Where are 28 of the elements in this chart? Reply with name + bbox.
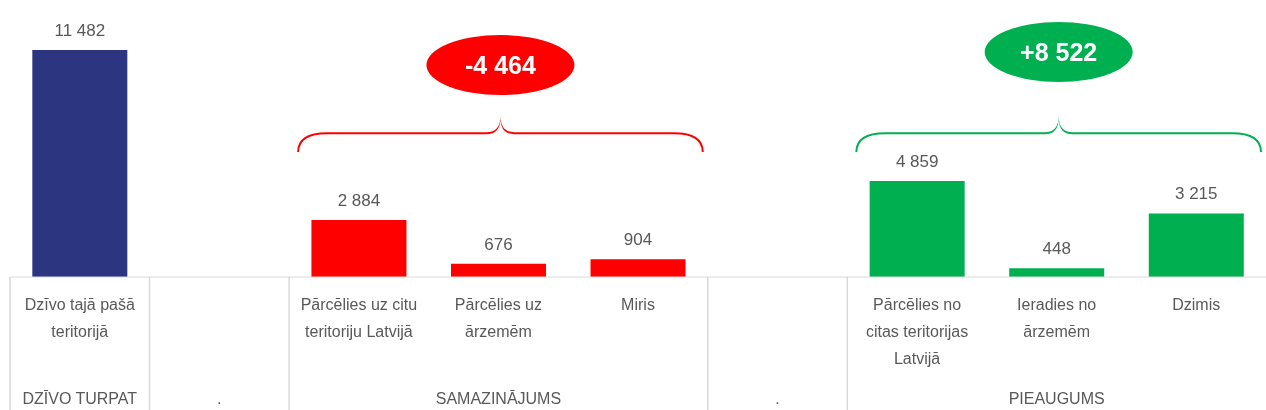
annotation: +8 522 — [1020, 38, 1098, 66]
x-tick-label: Pārcēlies uz ārzemēm — [453, 295, 543, 342]
x-tick-label: Miris — [620, 295, 656, 315]
data-label: 2 884 — [337, 190, 381, 210]
data-label: 11 482 — [54, 21, 106, 40]
bar — [32, 50, 128, 277]
bar — [451, 263, 546, 277]
text: DZĪVO TURPAT — [22, 390, 138, 407]
text: . — [217, 390, 222, 407]
data-label: 4 859 — [895, 151, 939, 171]
text: PIEAUGUMS — [1008, 390, 1105, 407]
x-tick-label: Pārcēlies uz citu teritoriju Latvijā — [299, 295, 419, 342]
data-label: 904 — [623, 230, 653, 250]
bar — [311, 219, 407, 277]
bar — [590, 259, 686, 277]
x-tick-label: Pārcēlies no citas teritorijas Latvijā — [864, 295, 970, 369]
data-label: 3 215 — [1175, 184, 1218, 204]
data-label: 448 — [1042, 239, 1071, 259]
data-label: 676 — [484, 234, 513, 254]
bar — [869, 180, 965, 277]
x-tick-label: Ieradies no ārzemēm — [1016, 295, 1098, 342]
text: SAMAZINĀJUMS — [435, 390, 562, 407]
text: . — [775, 390, 780, 407]
bar — [1148, 213, 1244, 277]
x-tick-label: Dzimis — [1171, 295, 1222, 315]
bar — [1009, 268, 1105, 277]
annotation: -4 464 — [465, 51, 536, 79]
x-tick-label: Dzīvo tajā pašā teritorijā — [23, 295, 136, 342]
